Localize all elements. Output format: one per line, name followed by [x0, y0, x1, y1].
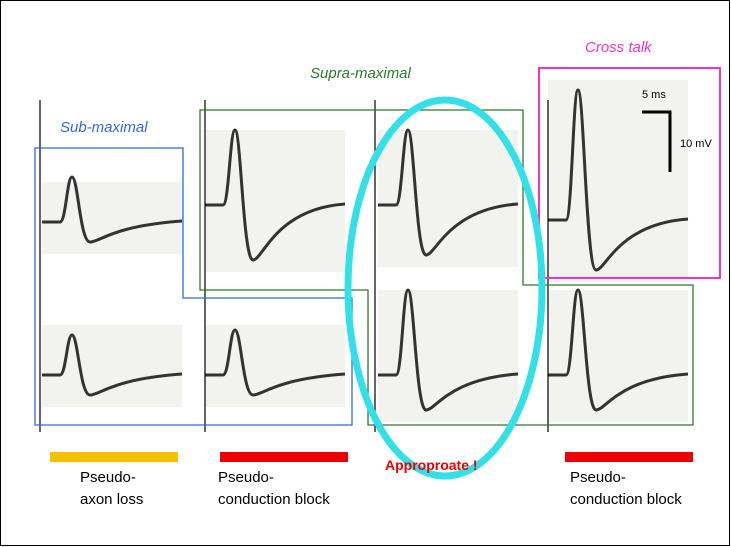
column-label: Pseudo-: [218, 469, 274, 486]
panel: [548, 80, 688, 282]
scale-amp: 10 mV: [680, 138, 712, 150]
waveform: [548, 88, 689, 272]
cross-talk-box: [538, 67, 721, 279]
column-label: conduction block: [570, 491, 682, 508]
waveform: [205, 128, 346, 262]
column-label: axon loss: [80, 491, 143, 508]
scale-time: 5 ms: [642, 89, 666, 101]
panel: [378, 130, 518, 267]
waveform: [42, 333, 183, 397]
column-label: Pseudo-: [570, 469, 626, 486]
sub-maximal-box: [34, 147, 353, 426]
column-lines: [39, 100, 549, 432]
waveform: [548, 288, 689, 412]
cross-talk-label: Cross talk: [585, 39, 653, 56]
color-bar: [220, 452, 348, 462]
panel: [205, 130, 345, 272]
waveform: [378, 288, 519, 412]
column-label: Approproate !: [385, 457, 478, 473]
highlight-ellipse: [344, 96, 546, 480]
color-bar: [565, 452, 693, 462]
panels: [42, 80, 689, 422]
scale-bar: [642, 110, 672, 172]
column-label: Pseudo-: [80, 469, 136, 486]
column-label: conduction block: [218, 491, 330, 508]
supra-maximal-label: Supra-maximal: [310, 65, 412, 82]
waveform: [205, 328, 346, 397]
waveform: [42, 175, 183, 244]
color-bar: [50, 452, 178, 462]
sub-maximal-label: Sub-maximal: [60, 119, 148, 136]
panel: [42, 182, 182, 254]
waveform: [378, 128, 519, 257]
